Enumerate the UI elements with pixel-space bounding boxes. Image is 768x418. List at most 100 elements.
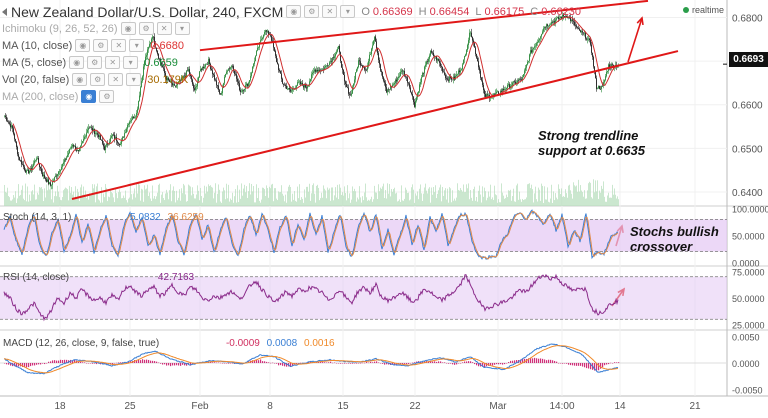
- stoch-k-value: 5.0832: [130, 212, 161, 223]
- collapse-icon[interactable]: [2, 7, 7, 16]
- eye-icon[interactable]: ◉: [75, 39, 91, 52]
- y-tick-label: 0.6800: [732, 13, 763, 24]
- legend-ma5[interactable]: MA (5, close) ◉ ⚙ ✕ ▾ 0.6659: [2, 54, 581, 71]
- macd-hist-bar: [352, 363, 354, 364]
- candle-body: [429, 55, 430, 59]
- stoch-legend[interactable]: Stoch (14, 3, 1) 5.0832 36.6259: [3, 212, 204, 223]
- candle-body: [291, 90, 292, 92]
- macd-hist-bar: [64, 359, 66, 363]
- candle-body: [383, 77, 384, 81]
- candle-body: [105, 145, 106, 151]
- macd-hist-bar: [576, 363, 578, 366]
- macd-hist-bar: [174, 363, 176, 366]
- macd-hist-bar: [290, 363, 292, 368]
- candle-body: [566, 15, 567, 18]
- eye-icon[interactable]: ◉: [69, 56, 85, 69]
- candle-body: [56, 175, 57, 177]
- volume-bar: [615, 194, 616, 206]
- candle-body: [112, 134, 113, 137]
- volume-bar: [252, 191, 253, 206]
- candle-body: [507, 84, 508, 89]
- more-icon[interactable]: ▾: [340, 5, 356, 18]
- close-icon[interactable]: ✕: [111, 39, 127, 52]
- macd-hist-bar: [590, 363, 592, 370]
- macd-hist-bar: [556, 361, 558, 363]
- volume-bar: [179, 189, 180, 206]
- volume-bar: [374, 185, 375, 206]
- settings-icon[interactable]: ⚙: [99, 90, 115, 103]
- candle-body: [504, 89, 505, 91]
- volume-bar: [600, 192, 601, 206]
- volume-bar: [141, 188, 142, 206]
- volume-bar: [4, 184, 5, 206]
- volume-bar: [351, 199, 352, 206]
- eye-icon[interactable]: ◉: [72, 73, 88, 86]
- candle-body: [192, 79, 193, 85]
- candle-body: [310, 79, 311, 82]
- stochs-annotation-line2: crossover: [630, 239, 693, 254]
- candle-body: [14, 133, 15, 140]
- rsi-legend[interactable]: RSI (14, close) 42.7163: [3, 272, 194, 283]
- volume-bar: [109, 197, 110, 206]
- legend-ma10[interactable]: MA (10, close) ◉ ⚙ ✕ ▾ 0.6680: [2, 37, 581, 54]
- macd-hist-bar: [218, 362, 220, 364]
- candle-body: [89, 127, 90, 129]
- legend-ichimoku[interactable]: Ichimoku (9, 26, 52, 26) ◉ ⚙ ✕ ▾: [2, 20, 581, 37]
- volume-bar: [477, 201, 478, 206]
- close-icon[interactable]: ✕: [108, 73, 124, 86]
- more-icon[interactable]: ▾: [129, 39, 145, 52]
- eye-icon[interactable]: ◉: [81, 90, 97, 103]
- candle-body: [360, 61, 361, 66]
- settings-icon[interactable]: ⚙: [304, 5, 320, 18]
- macd-legend[interactable]: MACD (12, 26, close, 9, false, true) -0.…: [3, 338, 335, 349]
- candle-body: [607, 70, 608, 72]
- candle-body: [126, 128, 127, 133]
- eye-icon[interactable]: ◉: [286, 5, 302, 18]
- legend-vol[interactable]: Vol (20, false) ◉ ⚙ ✕ ▾ 30.179K: [2, 71, 581, 88]
- macd-hist-bar: [570, 363, 572, 366]
- candle-body: [94, 128, 95, 134]
- candle-body: [59, 171, 60, 173]
- volume-bar: [84, 194, 85, 206]
- macd-hist-bar: [450, 363, 452, 364]
- volume-bar: [357, 197, 358, 206]
- volume-bar: [280, 192, 281, 206]
- volume-bar: [448, 202, 449, 206]
- more-icon[interactable]: ▾: [126, 73, 142, 86]
- volume-bar: [207, 191, 208, 206]
- close-icon[interactable]: ✕: [105, 56, 121, 69]
- x-tick-label: 14: [614, 401, 626, 412]
- candle-body: [476, 54, 477, 58]
- candle-body: [232, 66, 233, 67]
- volume-bar: [387, 183, 388, 206]
- legend-ma200[interactable]: MA (200, close) ◉ ⚙: [2, 88, 581, 105]
- macd-hist-bar: [42, 363, 44, 364]
- volume-bar: [159, 183, 160, 206]
- candle-body: [87, 129, 88, 133]
- close-icon[interactable]: ✕: [156, 22, 172, 35]
- volume-bar: [422, 200, 423, 206]
- volume-bar: [461, 189, 462, 206]
- candle-body: [555, 19, 556, 23]
- volume-bar: [349, 193, 350, 206]
- settings-icon[interactable]: ⚙: [90, 73, 106, 86]
- more-icon[interactable]: ▾: [174, 22, 190, 35]
- candle-body: [485, 94, 486, 97]
- settings-icon[interactable]: ⚙: [93, 39, 109, 52]
- candle-body: [252, 66, 253, 73]
- volume-bar: [120, 192, 121, 206]
- settings-icon[interactable]: ⚙: [138, 22, 154, 35]
- eye-icon[interactable]: ◉: [120, 22, 136, 35]
- macd-hist-bar: [538, 358, 540, 363]
- candle-body: [496, 91, 497, 94]
- close-icon[interactable]: ✕: [322, 5, 338, 18]
- settings-icon[interactable]: ⚙: [87, 56, 103, 69]
- more-icon[interactable]: ▾: [123, 56, 139, 69]
- candle-body: [106, 143, 107, 146]
- volume-bar: [153, 198, 154, 206]
- volume-bar: [396, 192, 397, 206]
- macd-hist-bar: [26, 363, 28, 368]
- candle-body: [100, 135, 101, 140]
